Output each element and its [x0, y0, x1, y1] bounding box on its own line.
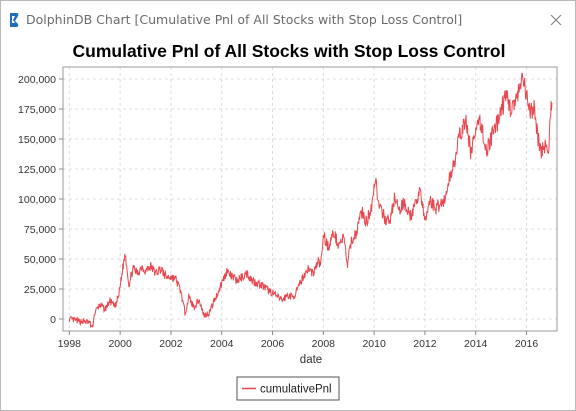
- x-tick-label: 2008: [312, 338, 336, 350]
- x-tick-label: 2002: [159, 338, 183, 350]
- y-tick-label: 25,000: [24, 284, 56, 296]
- y-tick-label: 75,000: [24, 224, 56, 236]
- y-tick-label: 50,000: [24, 254, 56, 266]
- grid: [63, 67, 557, 331]
- x-tick-label: 2010: [362, 338, 386, 350]
- x-tick-label: 2006: [261, 338, 285, 350]
- chart-title: Cumulative Pnl of All Stocks with Stop L…: [73, 41, 506, 61]
- legend-label: cumulativePnl: [260, 384, 332, 396]
- x-axis-label: date: [300, 354, 322, 366]
- window-title: DolphinDB Chart [Cumulative Pnl of All S…: [26, 12, 463, 27]
- close-button[interactable]: [545, 9, 567, 31]
- y-axis: 0 25,000 50,000 75,000 100,000 125,000 150,000…: [18, 74, 63, 326]
- y-tick-label: 0: [50, 314, 56, 326]
- close-icon: [550, 14, 562, 26]
- x-tick-label: 1998: [58, 338, 82, 350]
- x-tick-label: 2000: [108, 338, 132, 350]
- x-tick-label: 2014: [464, 338, 488, 350]
- legend-box: [236, 376, 340, 401]
- series-line-cumulativepnl: [68, 72, 553, 329]
- dolphindb-logo-icon: [10, 13, 19, 27]
- y-tick-label: 175,000: [18, 104, 56, 116]
- title-bar[interactable]: DolphinDB Chart [Cumulative Pnl of All S…: [1, 1, 575, 39]
- x-axis: 1998 2000 2002 2004 2006 2008 2010 2012 2014 2016: [58, 331, 539, 350]
- series-layer: [68, 72, 553, 329]
- x-tick-label: 2016: [515, 338, 539, 350]
- y-tick-label: 100,000: [18, 194, 56, 206]
- y-tick-label: 125,000: [18, 164, 56, 176]
- legend: cumulativePnl: [236, 376, 340, 401]
- x-tick-label: 2004: [210, 338, 234, 350]
- x-tick-label: 2012: [413, 338, 437, 350]
- y-tick-label: 200,000: [18, 74, 56, 86]
- y-tick-label: 150,000: [18, 134, 56, 146]
